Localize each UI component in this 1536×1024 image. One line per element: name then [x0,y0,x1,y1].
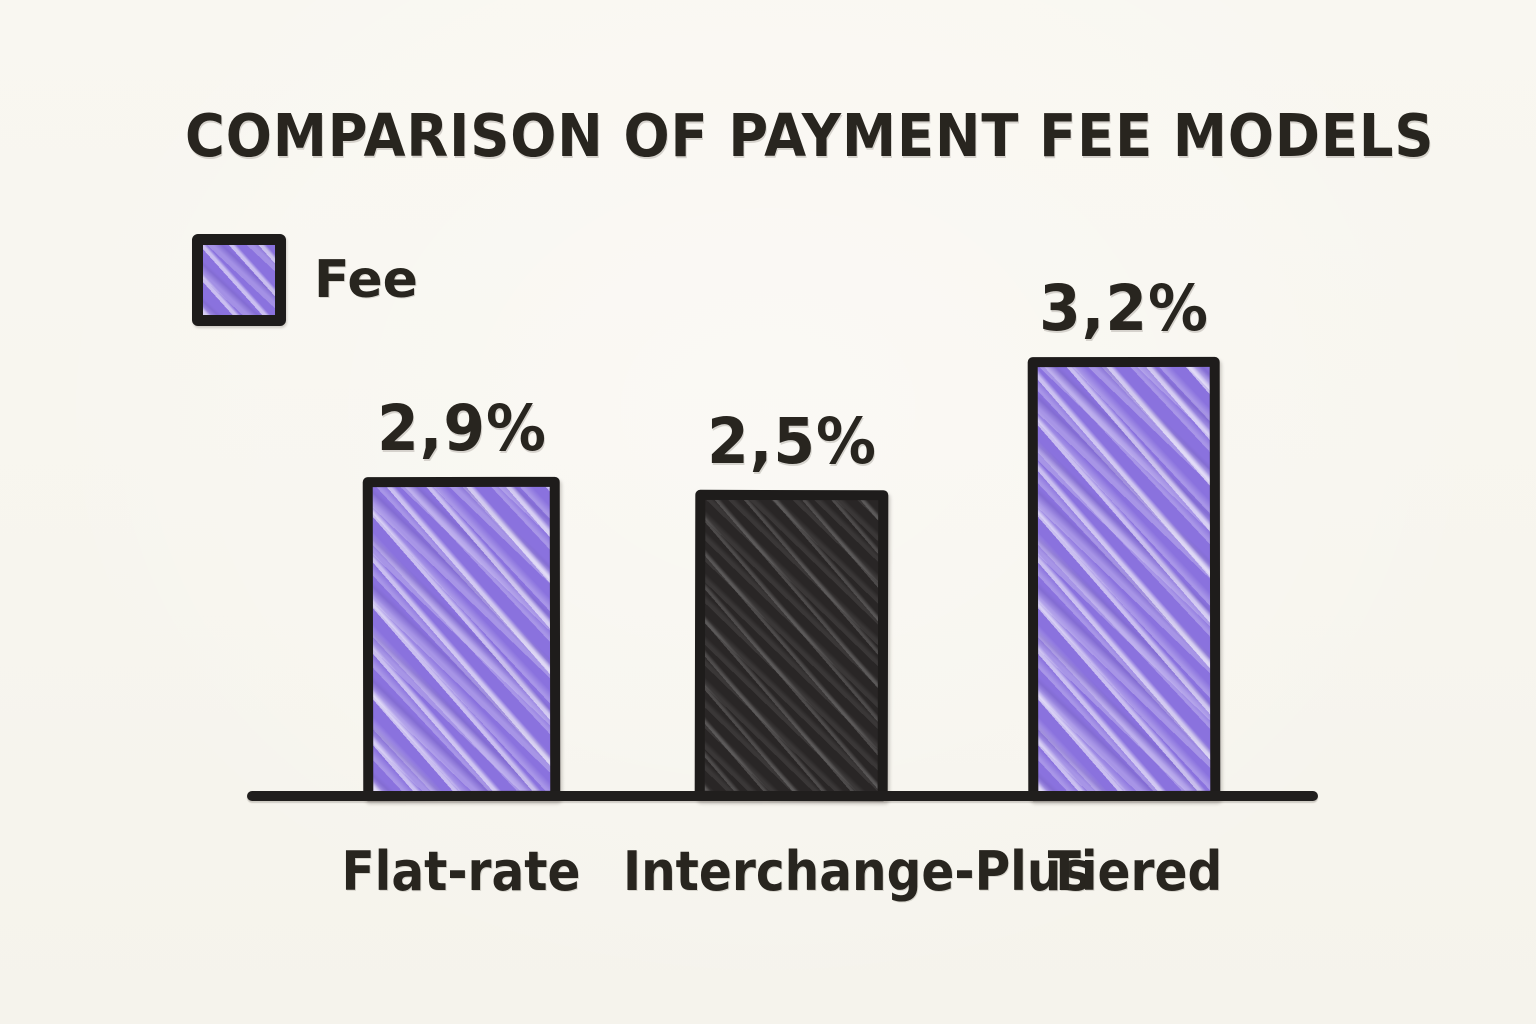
bar-tiered [1027,356,1221,802]
chart-title: COMPARISON OF PAYMENT FEE MODELS [185,101,1435,170]
bar-interchange-plus [694,489,889,802]
value-label-flat-rate: 2,9% [377,392,547,465]
value-label-interchange-plus: 2,5% [707,405,877,478]
x-axis-baseline [247,791,1318,801]
legend-swatch-fee [192,234,286,326]
category-label-flat-rate: Flat-rate [341,840,581,903]
value-label-tiered: 3,2% [1039,272,1209,345]
bar-flat-rate [362,476,561,802]
category-label-tiered: Tiered [1047,840,1223,903]
category-label-interchange-plus: Interchange-Plus [623,840,1091,903]
legend-label-fee: Fee [314,250,418,310]
legend: Fee [192,234,418,326]
